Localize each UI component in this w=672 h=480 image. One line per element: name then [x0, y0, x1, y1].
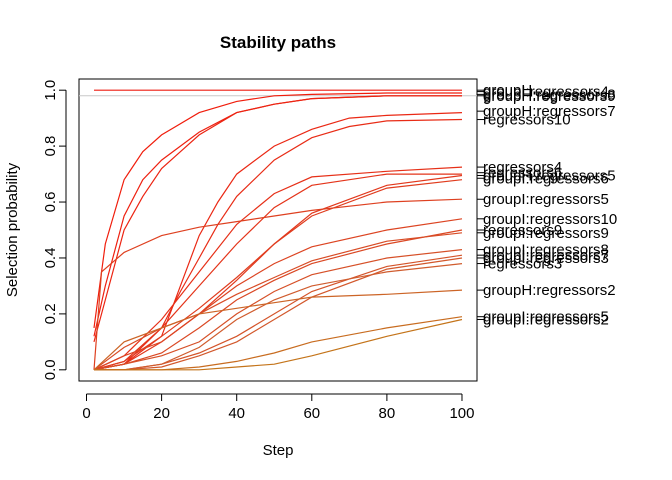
- series-label: groupI:regressors10: [483, 211, 617, 228]
- series-line-9: [93, 179, 463, 371]
- y-axis-label: Selection probability: [4, 162, 21, 297]
- series-line-8: [93, 174, 463, 371]
- series-label: groupI:regressors3: [483, 250, 609, 267]
- series-label: groupH:regressors9: [483, 88, 616, 105]
- series-label: groupI:regressors2: [483, 312, 609, 329]
- x-tick-label: 80: [379, 405, 396, 422]
- series-label: groupI:regressors8: [483, 242, 609, 259]
- series-label: regressors3: [483, 256, 562, 273]
- series-line-13: [93, 232, 463, 371]
- series-label: groupI:regressors7: [483, 247, 609, 264]
- y-tick-label: 0.6: [42, 192, 59, 213]
- series-line-15: [94, 254, 463, 371]
- x-tick-label: 0: [82, 405, 90, 422]
- series-line-20: [94, 318, 463, 371]
- series-line-3: [93, 95, 462, 343]
- chart-title: Stability paths: [220, 33, 336, 52]
- x-tick-label: 60: [303, 405, 320, 422]
- series-label: groupI:regressors5: [483, 191, 609, 208]
- series-label: regressors6: [483, 165, 562, 182]
- y-tick-label: 0.0: [42, 359, 59, 380]
- series-label: groupI:regressors4: [483, 84, 609, 101]
- series-line-7: [93, 173, 462, 371]
- series-line-2: [93, 95, 462, 337]
- x-axis: 0 20 40 60 80 100: [82, 393, 474, 422]
- series-layer: [93, 89, 463, 371]
- series-label: groupH:regressors8: [483, 86, 616, 103]
- series-line-1: [93, 92, 462, 328]
- x-tick-label: 40: [228, 405, 245, 422]
- series-label: groupI:regressors6: [483, 170, 609, 187]
- series-label: regressors4: [483, 159, 562, 176]
- y-tick-label: 0.8: [42, 136, 59, 157]
- series-label: groupH:regressors7: [483, 103, 616, 120]
- y-tick-label: 0.4: [42, 248, 59, 269]
- series-label: groupI:regressors5: [483, 309, 609, 326]
- x-axis-label: Step: [263, 442, 294, 459]
- series-label: groupH:regressors5: [483, 168, 616, 185]
- series-label: groupH:regressors2: [483, 282, 616, 299]
- series-line-19: [94, 316, 463, 371]
- y-tick-label: 1.0: [42, 80, 59, 101]
- series-label: regressors9: [483, 222, 562, 239]
- x-tick-label: 20: [153, 405, 170, 422]
- series-label: groupH: [483, 82, 532, 99]
- series-line-11: [93, 218, 463, 371]
- series-line-17: [94, 263, 463, 371]
- series-line-6: [93, 166, 463, 371]
- y-tick-label: 0.2: [42, 303, 59, 324]
- series-label: regressors10: [483, 112, 571, 129]
- plot-area-frame: [78, 78, 478, 382]
- x-tick-label: 100: [449, 405, 474, 422]
- series-line-10: [93, 198, 463, 370]
- series-line-12: [93, 229, 463, 371]
- series-label: groupI:regressors9: [483, 225, 609, 242]
- series-line-16: [94, 257, 463, 371]
- series-line-18: [93, 289, 463, 371]
- right-margin-labels: groupHgroupI:regressors4groupH:regressor…: [477, 82, 617, 329]
- series-line-14: [93, 249, 463, 371]
- y-axis: 0.0 0.2 0.4 0.6 0.8 1.0: [42, 80, 67, 380]
